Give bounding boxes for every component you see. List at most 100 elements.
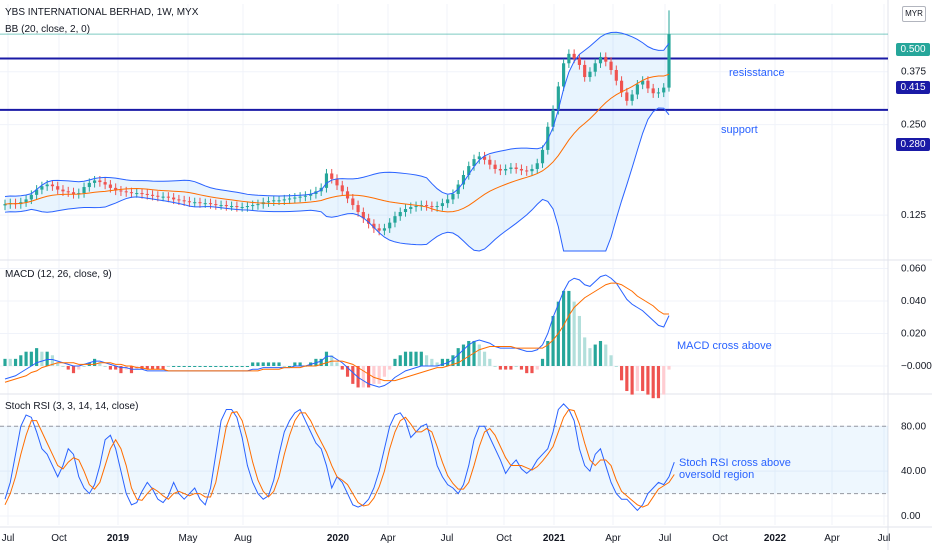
candle-body-19 (103, 182, 107, 185)
macd-histogram-bar-117 (619, 366, 624, 381)
macd-histogram-bar-33 (177, 366, 181, 367)
candle-body-58 (309, 193, 313, 196)
stoch-tick-2: 80.00 (901, 421, 926, 432)
x-tick-label-8: Oct (496, 533, 512, 544)
macd-histogram-bar-87 (461, 344, 466, 366)
macd-histogram-bar-98 (519, 366, 524, 370)
candle-body-26 (140, 193, 144, 195)
resistance-annotation: resisstance (729, 67, 785, 79)
chart-title: YBS INTERNATIONAL BERHAD, 1W, MYX (5, 7, 199, 18)
candle-body-98 (519, 168, 524, 171)
candle-body-74 (393, 216, 397, 223)
candle-body-102 (540, 149, 545, 164)
macd-histogram-bar-119 (630, 366, 634, 395)
candle-body-104 (551, 109, 555, 127)
macd-histogram-bar-56 (298, 362, 302, 366)
macd-histogram-bar-18 (98, 362, 102, 366)
candle-body-54 (287, 198, 292, 200)
candle-body-88 (467, 166, 471, 175)
macd-histogram-bar-123 (651, 366, 655, 399)
stoch-band-fill (0, 426, 888, 494)
macd-histogram-bar-27 (145, 366, 149, 370)
macd-histogram-bar-45 (240, 366, 244, 367)
macd-histogram-bar-72 (382, 366, 387, 377)
candle-body-95 (504, 168, 508, 171)
macd-histogram-bar-35 (187, 366, 192, 367)
candle-body-13 (71, 192, 76, 194)
last-price-badge: 0.500 (896, 43, 930, 56)
macd-histogram-bar-122 (646, 366, 650, 395)
candle-body-33 (177, 199, 181, 201)
bb-upper-line (4, 31, 670, 198)
candle-body-119 (630, 94, 634, 101)
macd-histogram-bar-91 (482, 351, 487, 366)
macd-histogram-bar-22 (119, 366, 123, 374)
macd-histogram-bar-0 (3, 358, 7, 366)
macd-histogram-bar-48 (256, 362, 260, 366)
x-tick-label-11: Jul (659, 533, 672, 544)
bb-legend[interactable]: BB (20, close, 2, 0) (5, 24, 91, 35)
macd-histogram-bar-12 (66, 366, 70, 370)
candle-body-23 (124, 191, 128, 193)
macd-histogram-bar-94 (498, 366, 502, 370)
macd-histogram-bar-6 (35, 348, 39, 366)
macd-histogram-bar-83 (440, 358, 444, 366)
stoch-k-line (4, 403, 675, 512)
bb-lower-line (4, 107, 670, 252)
macd-histogram-bar-1 (8, 358, 12, 366)
macd-histogram-bar-113 (598, 340, 603, 366)
candle-body-44 (235, 206, 239, 208)
candle-body-77 (409, 207, 413, 210)
stoch-legend[interactable]: Stoch RSI (3, 3, 14, 14, close) (5, 401, 139, 412)
macd-histogram-bar-19 (103, 366, 107, 367)
macd-histogram-bar-51 (272, 362, 276, 366)
candle-body-35 (187, 201, 192, 203)
candle-body-46 (245, 206, 249, 208)
macd-legend[interactable]: MACD (12, 26, close, 9) (5, 269, 112, 280)
macd-histogram-bar-92 (488, 358, 492, 366)
candle-body-106 (562, 63, 566, 87)
candle-body-100 (530, 168, 534, 172)
candle-body-24 (129, 192, 134, 194)
candle-body-85 (451, 193, 455, 200)
macd-histogram-bar-17 (93, 358, 97, 366)
macd-histogram-bar-79 (419, 351, 423, 366)
macd-histogram-bar-80 (425, 355, 429, 366)
candle-body-50 (266, 201, 271, 203)
macd-histogram-bar-73 (388, 366, 392, 370)
support-annotation: support (721, 124, 758, 136)
macd-histogram-bar-85 (451, 355, 455, 366)
macd-histogram-bar-43 (230, 366, 234, 367)
macd-histogram-bar-8 (45, 351, 49, 366)
macd-histogram-bar-95 (504, 366, 508, 370)
candle-body-76 (403, 209, 408, 213)
macd-histogram-bar-69 (367, 366, 371, 388)
candle-body-113 (598, 56, 603, 64)
candle-body-69 (367, 218, 371, 224)
macd-histogram-bar-47 (251, 362, 255, 366)
macd-histogram-bar-103 (546, 340, 550, 366)
macd-histogram-bar-101 (535, 366, 539, 370)
candle-body-108 (572, 53, 576, 59)
candle-body-87 (461, 174, 466, 185)
currency-button[interactable]: MYR (902, 6, 926, 22)
candle-body-29 (156, 195, 160, 197)
candle-body-28 (150, 194, 155, 196)
x-tick-label-1: Oct (51, 533, 67, 544)
macd-histogram-bar-38 (203, 366, 207, 367)
candle-body-11 (61, 189, 65, 192)
candle-body-51 (272, 200, 276, 202)
candle-body-92 (488, 159, 492, 165)
macd-histogram-bar-15 (82, 366, 86, 367)
stoch-tick-1: 40.00 (901, 466, 926, 477)
candle-body-16 (87, 182, 91, 188)
macd-histogram-bar-28 (150, 366, 155, 370)
macd-histogram-bar-116 (614, 366, 618, 367)
macd-histogram-bar-55 (293, 362, 297, 366)
macd-histogram-bar-53 (282, 366, 286, 367)
candle-body-68 (361, 212, 365, 219)
x-tick-label-5: 2020 (327, 533, 350, 544)
candle-body-22 (119, 190, 123, 192)
candle-body-118 (625, 92, 629, 101)
